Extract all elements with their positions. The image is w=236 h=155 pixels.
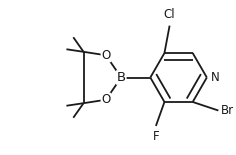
Text: F: F	[153, 130, 159, 143]
Text: O: O	[101, 93, 110, 106]
Text: Br: Br	[221, 104, 234, 117]
Text: N: N	[211, 71, 220, 84]
Text: B: B	[117, 71, 126, 84]
Text: O: O	[101, 49, 110, 62]
Text: Cl: Cl	[164, 8, 175, 21]
